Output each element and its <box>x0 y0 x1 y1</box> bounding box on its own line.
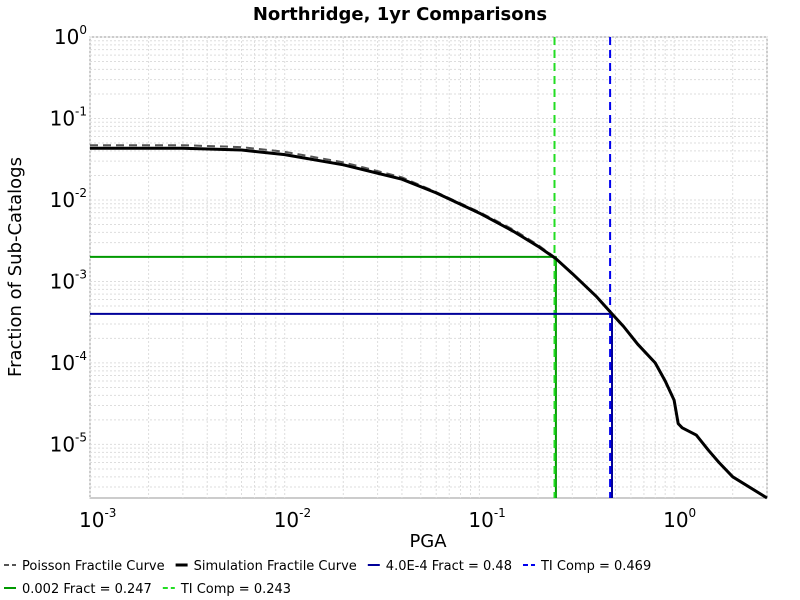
y-tick-base-5: 10 <box>50 432 75 456</box>
x-tick-exp-0: -3 <box>104 506 116 520</box>
y-tick-base-3: 10 <box>50 269 75 293</box>
y-tick-label-2: 10-2 <box>50 186 87 212</box>
x-tick-exp-2: -1 <box>494 506 506 520</box>
x-tick-labels: 10-3 10-2 10-1 100 <box>79 506 696 532</box>
y-tick-exp-1: -1 <box>75 104 87 118</box>
x-tick-base-1: 10 <box>274 508 299 532</box>
grid <box>89 36 768 498</box>
series-layer <box>90 37 768 500</box>
x-tick-base-2: 10 <box>468 508 493 532</box>
y-tick-base-4: 10 <box>50 351 75 375</box>
x-tick-exp-1: -2 <box>299 506 311 520</box>
legend-label-1: Simulation Fractile Curve <box>194 559 357 574</box>
plot-area <box>89 36 768 499</box>
y-tick-base-1: 10 <box>50 106 75 130</box>
y-tick-base-2: 10 <box>50 188 75 212</box>
y-tick-exp-5: -5 <box>75 430 87 444</box>
y-tick-label-3: 10-3 <box>50 267 87 293</box>
y-tick-exp-2: -2 <box>75 186 87 200</box>
y-tick-label-0: 100 <box>54 23 87 49</box>
chart-title: Northridge, 1yr Comparisons <box>253 4 547 25</box>
x-tick-base-3: 10 <box>663 508 688 532</box>
y-tick-label-4: 10-4 <box>50 349 87 375</box>
y-tick-label-1: 10-1 <box>50 104 87 130</box>
x-tick-exp-3: 0 <box>689 506 697 520</box>
x-tick-label-2: 10-1 <box>468 506 505 532</box>
y-tick-base-0: 10 <box>54 25 79 49</box>
y-tick-exp-3: -3 <box>75 267 87 281</box>
legend-label-0: Poisson Fractile Curve <box>22 559 165 574</box>
legend: Poisson Fractile Curve Simulation Fractil… <box>4 559 651 597</box>
x-axis-label: PGA <box>409 531 447 552</box>
x-tick-label-1: 10-2 <box>274 506 311 532</box>
legend-label-5: TI Comp = 0.243 <box>180 582 291 597</box>
x-tick-label-3: 100 <box>663 506 696 532</box>
y-tick-label-5: 10-5 <box>50 430 87 456</box>
series-line-1 <box>90 146 768 500</box>
legend-label-4: 0.002 Fract = 0.247 <box>22 582 152 597</box>
x-tick-base-0: 10 <box>79 508 104 532</box>
x-tick-label-0: 10-3 <box>79 506 116 532</box>
legend-label-2: 4.0E-4 Fract = 0.48 <box>386 559 512 574</box>
y-tick-exp-4: -4 <box>75 349 87 363</box>
y-tick-exp-0: 0 <box>79 23 87 37</box>
legend-label-3: TI Comp = 0.469 <box>540 559 651 574</box>
y-axis-label: Fraction of Sub-Catalogs <box>5 157 26 377</box>
